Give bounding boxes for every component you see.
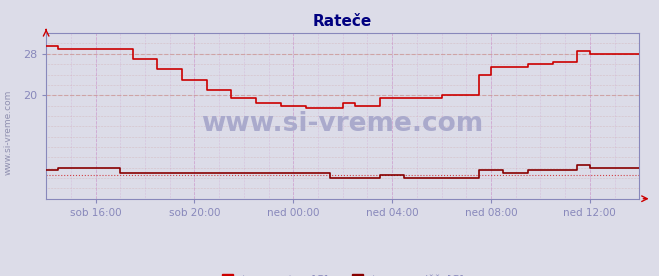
Text: www.si-vreme.com: www.si-vreme.com <box>4 90 13 175</box>
Text: www.si-vreme.com: www.si-vreme.com <box>202 111 484 137</box>
Title: Rateče: Rateče <box>313 14 372 29</box>
Legend: temperatura[C], temp. rosišča[C]: temperatura[C], temp. rosišča[C] <box>217 270 468 276</box>
